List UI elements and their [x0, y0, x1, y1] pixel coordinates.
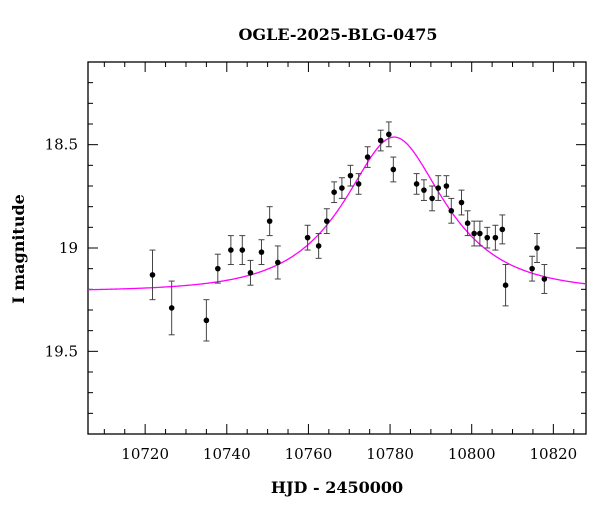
data-marker: [266, 218, 273, 224]
data-points: [149, 121, 548, 342]
axis-ticks: [88, 61, 586, 435]
data-marker: [355, 181, 362, 187]
data-marker: [464, 220, 471, 226]
x-axis-label: HJD - 2450000: [271, 478, 403, 497]
data-point: [464, 210, 471, 237]
data-point: [443, 175, 450, 197]
data-marker: [304, 234, 311, 241]
data-marker: [339, 185, 345, 191]
data-marker: [386, 131, 392, 138]
data-point: [168, 280, 175, 336]
y-axis-label: I magnitude: [9, 194, 28, 304]
data-point: [484, 226, 491, 249]
data-point: [476, 220, 483, 247]
data-marker: [541, 276, 548, 282]
y-tick-label: 19.5: [45, 342, 78, 360]
data-marker: [228, 247, 234, 253]
data-point: [413, 173, 420, 195]
data-point: [499, 214, 506, 245]
data-marker: [203, 317, 210, 324]
data-marker: [258, 249, 265, 255]
data-marker: [484, 234, 491, 241]
data-marker: [390, 166, 397, 173]
x-tick-label: 10760: [285, 445, 333, 463]
data-marker: [435, 185, 442, 191]
data-marker: [499, 226, 506, 233]
data-point: [227, 235, 234, 266]
data-marker: [315, 243, 322, 249]
data-point: [304, 224, 311, 251]
data-marker: [443, 183, 450, 189]
data-point: [429, 185, 436, 212]
data-point: [420, 179, 427, 201]
data-marker: [529, 265, 535, 272]
data-marker: [347, 172, 354, 179]
data-marker: [247, 270, 254, 276]
data-point: [492, 224, 499, 251]
x-axis-tick-labels: 10720 10740 10760 10780 10800 10820: [121, 445, 577, 463]
data-point: [203, 299, 210, 342]
x-tick-label: 10800: [448, 445, 496, 463]
data-marker: [364, 154, 371, 160]
data-point: [502, 264, 509, 307]
data-marker: [323, 218, 330, 224]
x-tick-label: 10740: [203, 445, 251, 463]
data-point: [364, 146, 371, 168]
data-point: [258, 239, 265, 266]
data-marker: [534, 245, 540, 251]
chart-title: OGLE-2025-BLG-0475: [238, 25, 437, 44]
x-tick-label: 10820: [529, 445, 577, 463]
model-curve: [87, 136, 587, 291]
data-marker: [429, 195, 435, 202]
data-point: [458, 189, 465, 216]
y-tick-label: 18.5: [45, 136, 78, 154]
data-point: [338, 177, 345, 199]
data-marker: [413, 181, 420, 187]
data-point: [390, 156, 397, 183]
data-marker: [492, 234, 499, 241]
y-tick-label: 19: [59, 239, 78, 257]
data-point: [323, 208, 330, 235]
data-marker: [215, 265, 221, 272]
data-marker: [471, 230, 477, 237]
data-marker: [458, 199, 465, 206]
y-axis-tick-labels: 18.5 19 19.5: [45, 136, 78, 361]
data-marker: [448, 208, 455, 214]
data-point: [448, 197, 455, 224]
data-marker: [421, 187, 427, 193]
data-point: [355, 173, 362, 195]
data-marker: [239, 247, 246, 253]
data-point: [331, 181, 338, 204]
data-point: [266, 206, 273, 237]
data-point: [315, 233, 322, 259]
data-marker: [331, 189, 337, 195]
x-tick-label: 10720: [121, 445, 169, 463]
data-point: [377, 129, 384, 152]
data-marker: [502, 282, 509, 289]
data-point: [247, 259, 254, 286]
data-point: [435, 175, 442, 201]
data-marker: [377, 137, 384, 144]
data-point: [149, 249, 156, 301]
x-tick-label: 10780: [366, 445, 414, 463]
data-point: [471, 220, 478, 247]
data-point: [529, 255, 536, 282]
data-point: [385, 121, 392, 148]
data-point: [214, 253, 221, 284]
data-marker: [275, 259, 281, 266]
data-point: [534, 233, 541, 263]
data-point: [347, 164, 354, 187]
data-marker: [149, 272, 156, 278]
data-point: [541, 264, 548, 294]
data-point: [239, 235, 246, 266]
data-marker: [477, 230, 483, 237]
data-point: [274, 245, 281, 280]
data-marker: [168, 305, 175, 311]
plot-frame: [87, 61, 587, 435]
